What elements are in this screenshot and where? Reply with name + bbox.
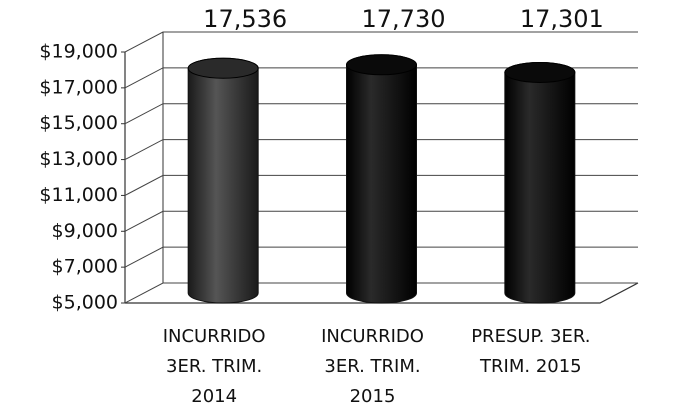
grid-line — [124, 67, 638, 89]
grid-line — [124, 282, 638, 304]
y-tick-label: $15,000 — [39, 112, 118, 134]
bar — [346, 54, 417, 304]
y-tick-label: $17,000 — [39, 76, 118, 98]
bar-top — [346, 54, 417, 76]
y-tick-label: $5,000 — [52, 292, 118, 314]
grid-line — [124, 139, 638, 161]
y-tick-label: $13,000 — [39, 148, 118, 170]
grid-line — [124, 174, 638, 196]
y-tick-label: $19,000 — [39, 41, 118, 63]
grid-line — [124, 246, 638, 268]
bar-top — [504, 61, 576, 83]
grid-line — [124, 31, 638, 53]
x-tick-label: INCURRIDO 3ER. TRIM. 2014 — [162, 326, 266, 407]
floor — [125, 282, 639, 304]
value-label: 17,301 — [520, 5, 604, 33]
y-tick-label: $9,000 — [52, 220, 118, 242]
x-tick-label: INCURRIDO 3ER. TRIM. 2015 — [321, 326, 424, 407]
value-label: 17,730 — [362, 5, 446, 33]
y-tick-label: $11,000 — [39, 184, 118, 206]
y-tick-label: $7,000 — [52, 256, 118, 278]
value-label: 17,536 — [203, 5, 287, 33]
grid-line — [124, 103, 638, 125]
bar-top — [187, 57, 259, 79]
bar — [504, 61, 576, 304]
bar — [187, 57, 259, 304]
grid-line — [124, 210, 638, 232]
x-tick-label: PRESUP. 3ER. TRIM. 2015 — [471, 326, 591, 377]
